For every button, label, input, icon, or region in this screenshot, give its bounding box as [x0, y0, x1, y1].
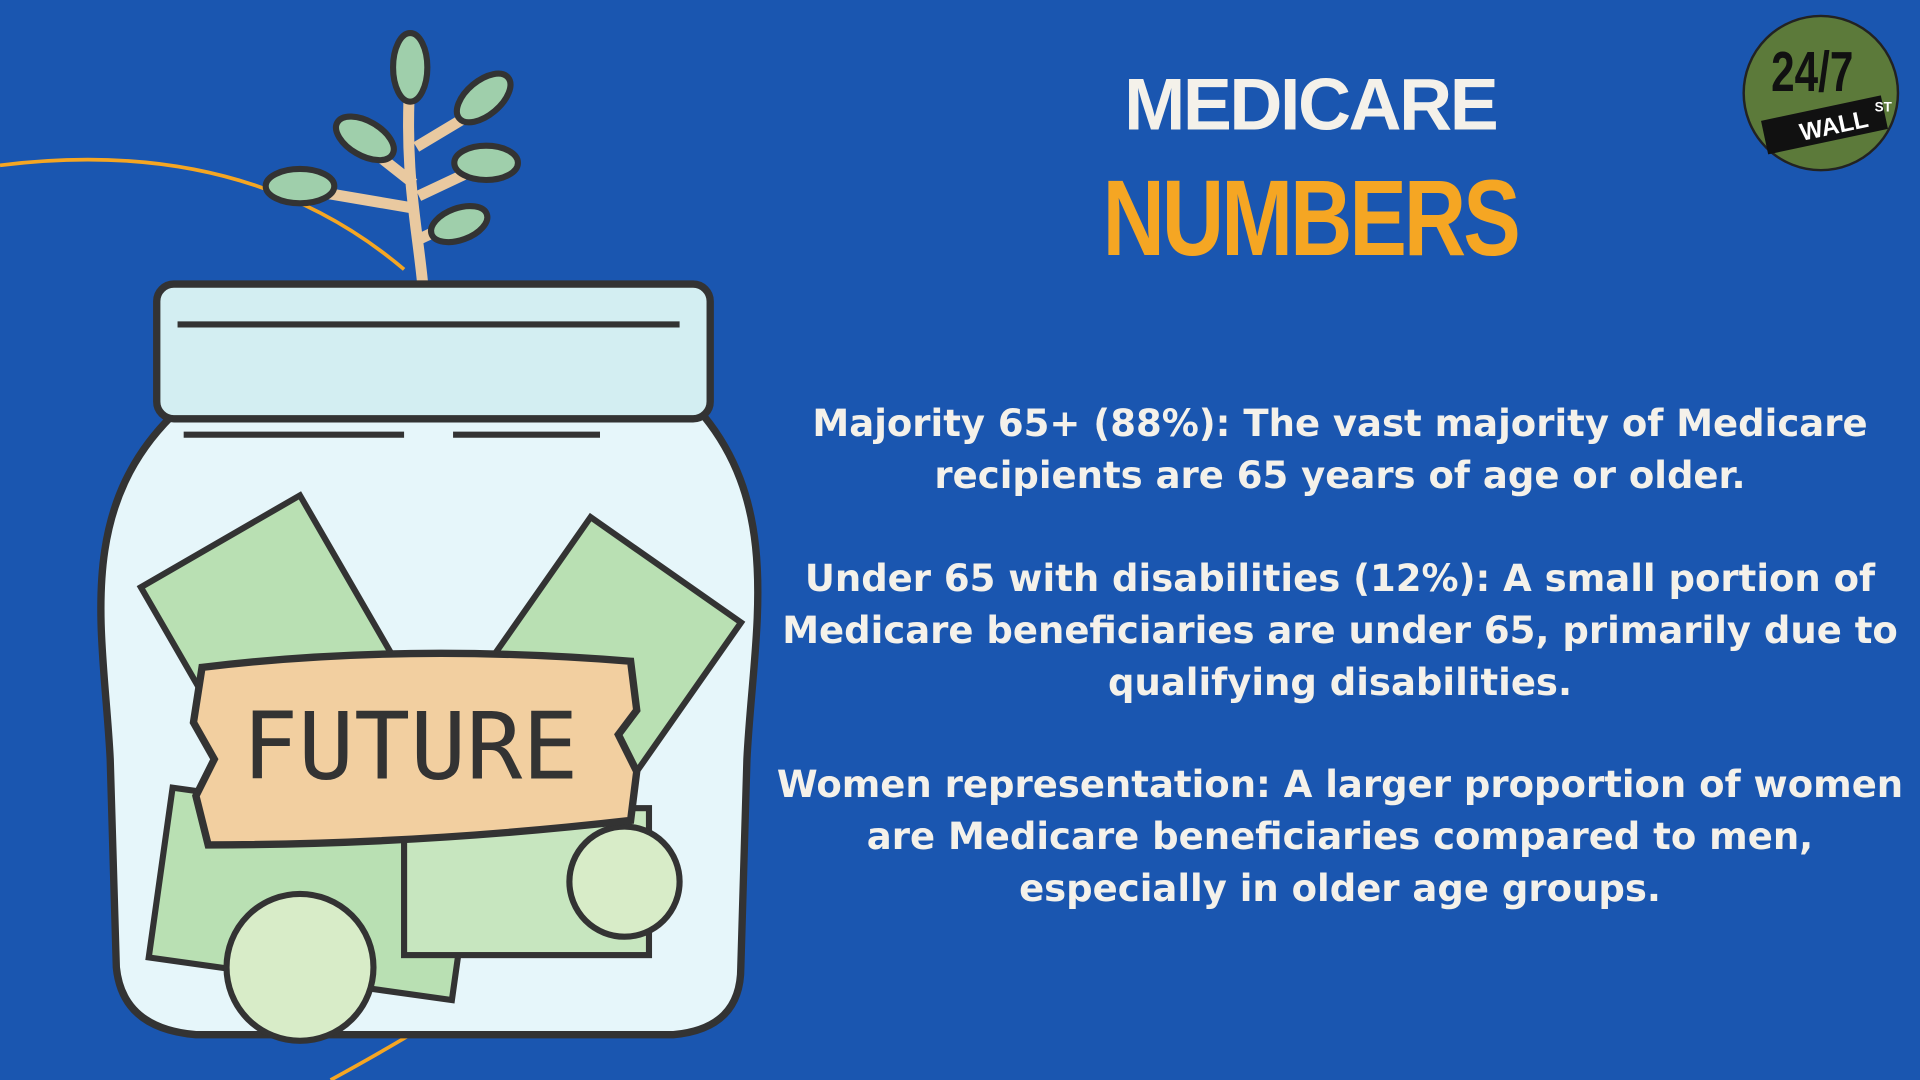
jar	[97, 280, 762, 1044]
logo-suffix: ST	[1875, 99, 1893, 114]
title-line2: NUMBERS	[1103, 158, 1518, 278]
logo-number: 24/7	[1771, 40, 1853, 103]
plant	[262, 30, 522, 283]
decor-arc	[329, 1033, 412, 1080]
title-line1: MEDICARE	[1124, 63, 1497, 146]
jar-label: FUTURE	[242, 692, 578, 800]
paragraph: Under 65 with disabilities (12%): A smal…	[782, 557, 1898, 704]
paragraph: Majority 65+ (88%): The vast majority of…	[812, 402, 1868, 497]
decor-arc	[0, 157, 406, 271]
logo: 24/7 WALL ST	[1742, 14, 1900, 172]
paragraph: Women representation: A larger proportio…	[776, 763, 1904, 910]
